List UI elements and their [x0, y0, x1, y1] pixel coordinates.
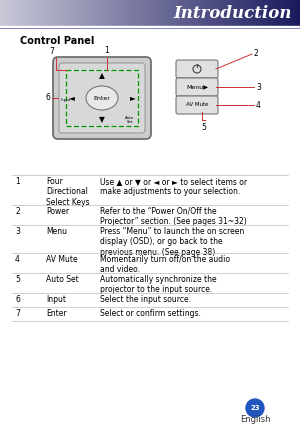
- Text: Input: Input: [61, 98, 71, 102]
- Text: Auto Set: Auto Set: [46, 275, 79, 284]
- Text: 3: 3: [256, 83, 261, 92]
- Text: Control Panel: Control Panel: [20, 36, 94, 46]
- Text: ▲: ▲: [99, 72, 105, 81]
- Text: Select or confirm settings.: Select or confirm settings.: [100, 309, 201, 318]
- Text: ▼: ▼: [99, 115, 105, 124]
- Text: 7: 7: [49, 47, 54, 56]
- Text: 3: 3: [15, 227, 20, 236]
- Text: ►: ►: [130, 93, 136, 103]
- Text: Momentarily turn off/on the audio
and video.: Momentarily turn off/on the audio and vi…: [100, 255, 230, 274]
- Text: Introduction: Introduction: [173, 5, 292, 21]
- FancyBboxPatch shape: [59, 63, 145, 133]
- Circle shape: [193, 65, 201, 73]
- Text: Power: Power: [46, 207, 69, 216]
- Text: 7: 7: [15, 309, 20, 318]
- Text: Automatically synchronize the
projector to the input source.: Automatically synchronize the projector …: [100, 275, 217, 294]
- Text: 1: 1: [105, 46, 110, 55]
- FancyBboxPatch shape: [53, 57, 151, 139]
- Ellipse shape: [86, 86, 118, 110]
- Text: Menu▶: Menu▶: [186, 84, 208, 89]
- Text: 5: 5: [15, 275, 20, 284]
- Text: English: English: [240, 415, 270, 424]
- Text: ◄: ◄: [69, 93, 75, 103]
- Text: Four
Directional
Select Keys: Four Directional Select Keys: [46, 177, 90, 207]
- FancyBboxPatch shape: [176, 60, 218, 78]
- Text: 2: 2: [15, 207, 20, 216]
- Text: Auto
Set: Auto Set: [125, 116, 135, 124]
- FancyBboxPatch shape: [176, 78, 218, 96]
- Text: AV Mute: AV Mute: [186, 103, 208, 107]
- Text: Menu: Menu: [46, 227, 67, 236]
- Circle shape: [246, 399, 264, 417]
- Text: Enter: Enter: [46, 309, 67, 318]
- Text: Use ▲ or ▼ or ◄ or ► to select items or
make adjustments to your selection.: Use ▲ or ▼ or ◄ or ► to select items or …: [100, 177, 247, 196]
- Bar: [66, 70, 138, 126]
- Text: Enter: Enter: [94, 95, 110, 101]
- FancyBboxPatch shape: [176, 96, 218, 114]
- Text: Select the input source.: Select the input source.: [100, 295, 191, 304]
- Text: 4: 4: [256, 101, 261, 109]
- Text: 4: 4: [15, 255, 20, 264]
- Text: 23: 23: [250, 405, 260, 411]
- Text: Press “Menu” to launch the on screen
display (OSD), or go back to the
previous m: Press “Menu” to launch the on screen dis…: [100, 227, 244, 257]
- Text: 5: 5: [202, 123, 206, 132]
- Text: 6: 6: [45, 93, 50, 103]
- Text: Input: Input: [46, 295, 66, 304]
- Text: Refer to the “Power On/Off the
Projector” section. (See pages 31~32): Refer to the “Power On/Off the Projector…: [100, 207, 247, 226]
- Text: 1: 1: [15, 177, 20, 186]
- Text: 2: 2: [254, 49, 259, 58]
- Text: AV Mute: AV Mute: [46, 255, 78, 264]
- Text: 6: 6: [15, 295, 20, 304]
